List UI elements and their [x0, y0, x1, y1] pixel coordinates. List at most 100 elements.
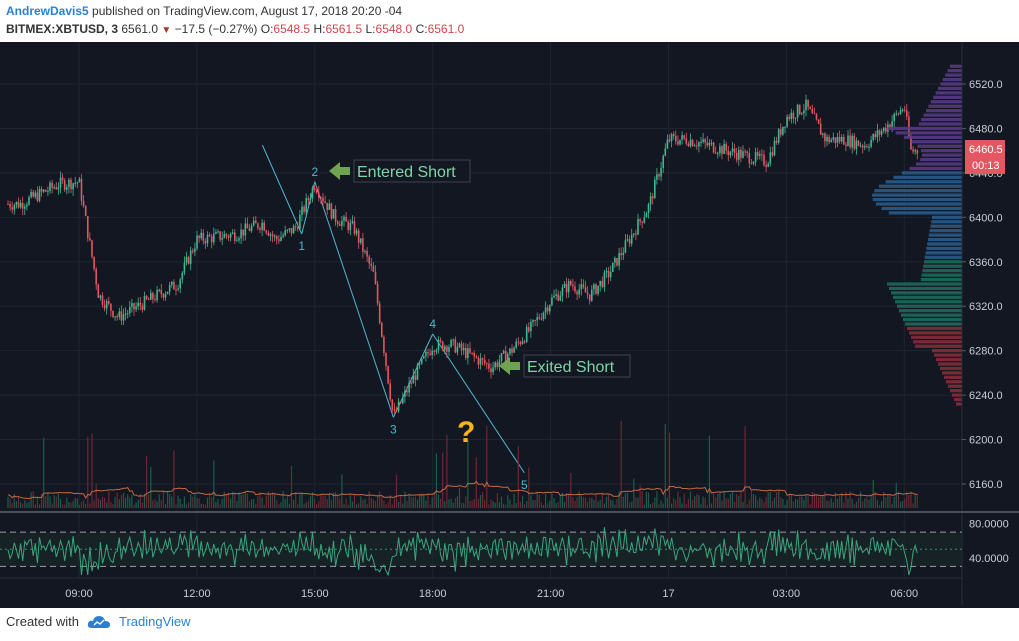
candle-body [219, 231, 221, 240]
candle-body [339, 224, 341, 226]
candle-body [284, 230, 286, 236]
candle-body [341, 220, 343, 226]
volume-profile-bar [924, 255, 962, 259]
candle-body [618, 253, 620, 266]
volume-profile-bar [897, 304, 962, 308]
volume-bar [200, 503, 202, 508]
candle-body [349, 222, 352, 231]
volume-bar [902, 500, 904, 508]
volume-bar [561, 492, 563, 508]
volume-bar [160, 500, 162, 508]
volume-bar [253, 498, 255, 508]
candle-body [687, 143, 690, 147]
volume-bar [129, 497, 131, 508]
candle-body [347, 221, 349, 231]
candle-body [773, 140, 776, 156]
volume-bar [813, 493, 815, 508]
volume-bar [780, 497, 782, 508]
volume-bar [351, 501, 353, 508]
volume-bar [538, 494, 540, 508]
author-link[interactable]: AndrewDavis5 [6, 4, 89, 18]
candle-body [761, 154, 763, 156]
footer: Created with TradingView [6, 614, 191, 629]
volume-bar [818, 497, 820, 508]
volume-bar [339, 498, 341, 508]
volume-bar [496, 493, 498, 508]
volume-bar [62, 504, 64, 508]
volume-bar [755, 495, 757, 508]
candle-body [880, 131, 883, 135]
tradingview-link[interactable]: TradingView [118, 614, 191, 629]
candle-body [452, 339, 454, 341]
candle-body [336, 221, 339, 225]
volume-bar [883, 492, 885, 508]
volume-bar [322, 495, 324, 508]
volume-bar [614, 504, 616, 508]
volume-bar [706, 504, 708, 508]
volume-profile-bar [905, 322, 962, 326]
candle-body [210, 236, 213, 243]
volume-bar [192, 496, 194, 508]
volume-bar [824, 491, 826, 508]
volume-bar [99, 499, 101, 508]
candle-body [271, 234, 274, 237]
candle-body [364, 250, 366, 252]
volume-bar [215, 501, 217, 508]
volume-bar [15, 501, 17, 508]
candle-body [320, 197, 322, 199]
volume-profile-bar [923, 264, 962, 268]
candle-body [828, 136, 830, 143]
candle-body [112, 310, 114, 317]
candle-body [878, 130, 881, 135]
volume-bar [141, 502, 143, 508]
candle-body [906, 110, 908, 117]
volume-bar [248, 501, 251, 508]
time-tick-label: 15:00 [301, 588, 329, 600]
volume-bar [454, 497, 456, 508]
candle-body [87, 216, 89, 239]
candle-body [872, 134, 874, 140]
candle-body [7, 204, 9, 205]
candle-body [259, 228, 261, 230]
candle-body [750, 163, 753, 165]
candle-body [282, 235, 284, 237]
volume-bar [280, 502, 282, 508]
candle-body [819, 123, 822, 135]
volume-bar [444, 501, 446, 508]
volume-bar [591, 498, 593, 508]
volume-bar [631, 501, 633, 508]
volume-bar [605, 496, 608, 508]
candle-body [767, 163, 769, 167]
candle-body [628, 239, 631, 244]
candle-body [196, 235, 198, 249]
candle-body [36, 192, 39, 201]
volume-bar [24, 500, 26, 508]
time-axis[interactable]: 09:00 12:00 15:00 18:00 21:00 17 03:00 06:00 [65, 588, 918, 600]
candle-body [899, 110, 902, 114]
candle-body [374, 271, 377, 284]
candle-body [223, 234, 226, 239]
volume-bar [358, 503, 360, 508]
volume-bar [347, 504, 349, 508]
candle-body [9, 204, 11, 208]
volume-bar [647, 492, 650, 508]
volume-bar [95, 483, 97, 508]
volume-bar [440, 498, 442, 508]
chart-canvas[interactable]: 1 2 3 4 5 Entered Short Exited Short ? 6520.… [0, 42, 1019, 608]
volume-bar [597, 501, 599, 508]
volume-bar [288, 503, 290, 508]
volume-bar [815, 495, 818, 508]
candle-body [717, 153, 719, 155]
candle-body [656, 174, 658, 180]
price-axis[interactable]: 6520.06480.06440.06400.06360.06320.06280… [962, 79, 1003, 491]
candle-body [429, 353, 431, 355]
volume-profile-bar [911, 335, 962, 339]
candle-body [160, 289, 163, 295]
volume-bar [34, 504, 36, 508]
volume-bar [643, 504, 645, 508]
left-arrow-icon [329, 162, 350, 180]
candle-body [496, 362, 499, 367]
candle-body [832, 137, 835, 140]
candle-body [101, 295, 104, 305]
candle-body [454, 339, 457, 353]
